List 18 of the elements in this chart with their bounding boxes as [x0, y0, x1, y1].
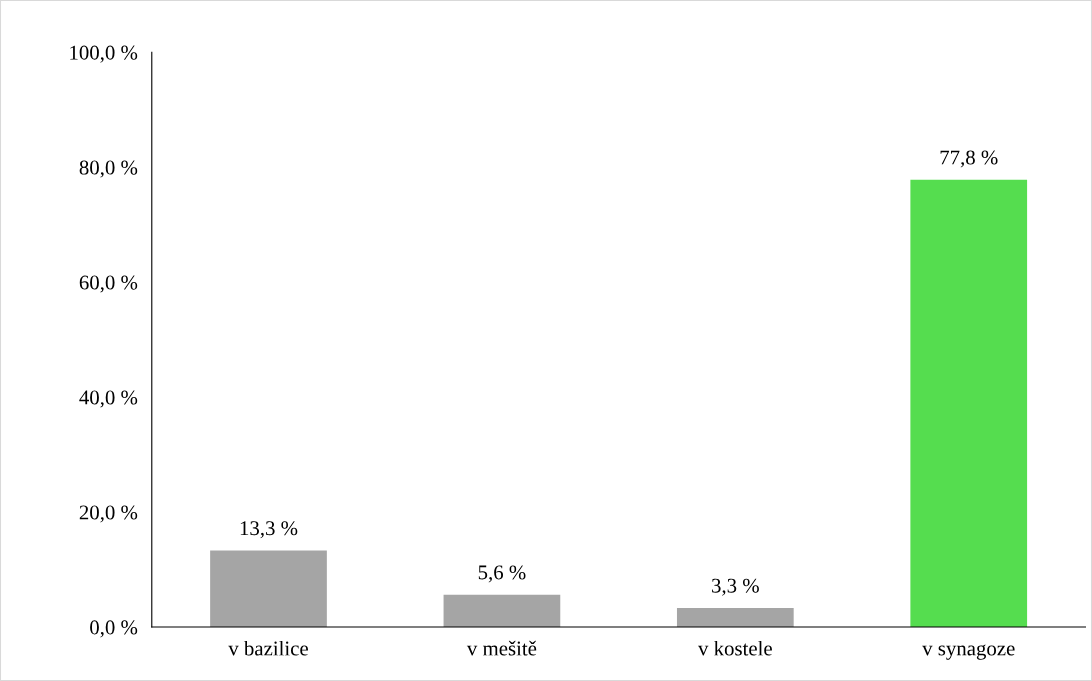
- bar: [210, 550, 327, 627]
- x-tick-label: v kostele: [698, 640, 772, 656]
- y-tick-label: 20,0 %: [79, 505, 138, 523]
- y-tick-label: 60,0 %: [79, 275, 138, 293]
- y-tick-label: 80,0 %: [79, 160, 138, 178]
- bar: [676, 608, 794, 627]
- x-tick-label: v synagoze: [922, 644, 1015, 660]
- data-label: 13,3 %: [240, 521, 298, 539]
- data-label: 77,8 %: [940, 150, 998, 168]
- data-label: 5,6 %: [478, 565, 526, 583]
- y-tick-label: 40,0 %: [79, 390, 138, 408]
- y-tick-label: 0,0 %: [90, 620, 138, 638]
- bar: [910, 179, 1028, 627]
- data-label: 3,3 %: [712, 578, 759, 596]
- x-tick-label: v bazilice: [228, 640, 308, 656]
- x-tick-label: v mešitě: [466, 640, 537, 656]
- y-tick-label: 100,0 %: [70, 45, 138, 63]
- bar: [443, 594, 561, 627]
